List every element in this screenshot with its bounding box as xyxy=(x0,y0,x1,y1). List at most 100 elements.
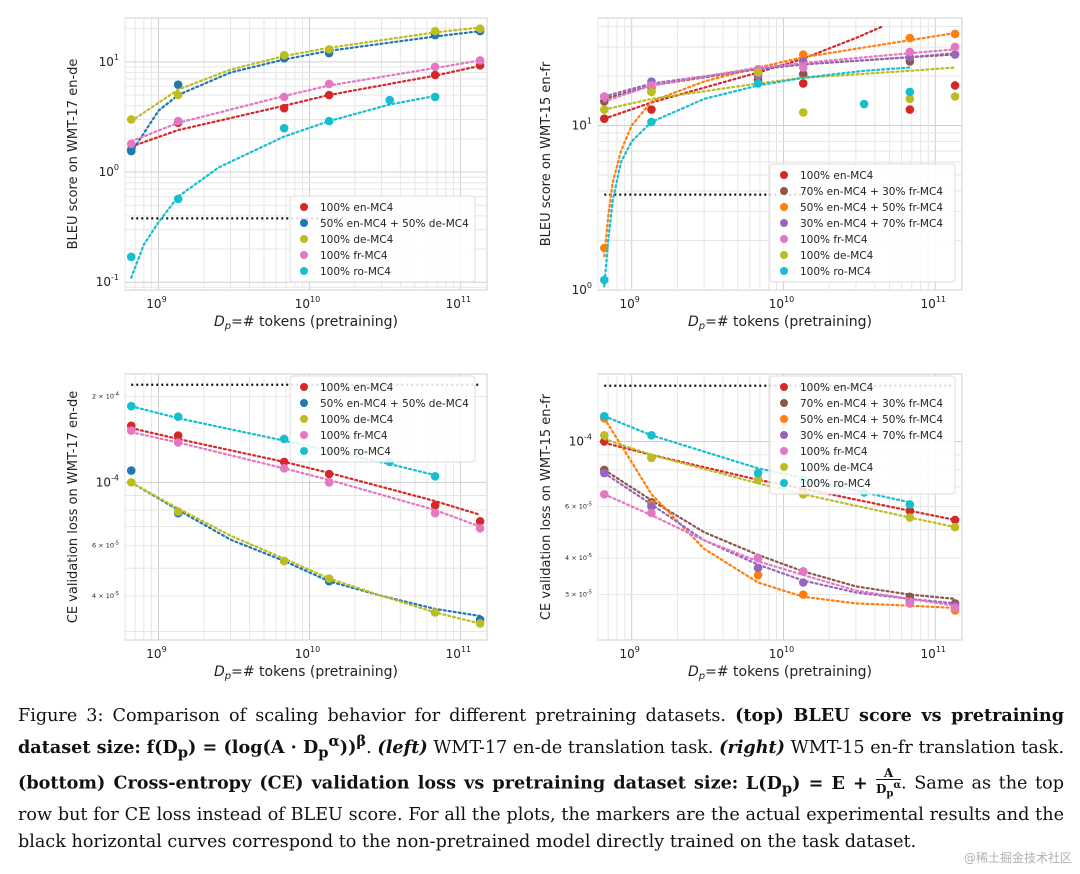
data-point xyxy=(475,524,485,533)
y-axis-label: BLEU score on WMT-15 en-fr xyxy=(539,61,554,246)
chart-top-right: 109 1010 1011 100 101 Dp=# tokens (pretrainin… xyxy=(539,17,963,332)
legend: 100% en-MC4 50% en-MC4 + 50% de-MC4 100% d… xyxy=(289,375,476,463)
data-point xyxy=(753,563,763,573)
legend-label: 30% en-MC4 + 70% fr-MC4 xyxy=(800,430,943,442)
data-point xyxy=(798,79,808,88)
data-point xyxy=(905,33,915,43)
legend-marker xyxy=(780,383,788,391)
caption-top-formula: f(Dp) = (log(A · Dpα))β xyxy=(146,733,367,762)
legend-label: 100% ro-MC4 xyxy=(320,266,391,278)
fit-curve xyxy=(603,468,957,600)
data-point xyxy=(905,47,915,57)
data-point xyxy=(279,556,289,566)
data-point xyxy=(430,608,440,617)
series-100-de-mc4 xyxy=(126,478,485,628)
data-point xyxy=(753,570,763,580)
data-point xyxy=(647,430,656,440)
y-tick-label: 6 × 10-5 xyxy=(92,541,119,550)
y-axis-label: CE validation loss on WMT-17 en-de xyxy=(66,391,81,624)
series-100-fr-mc4 xyxy=(599,42,960,103)
data-point xyxy=(430,92,440,102)
legend: 100% en-MC4 70% en-MC4 + 30% fr-MC4 50% en… xyxy=(769,163,956,283)
x-tick-label: 109 xyxy=(146,645,166,661)
data-point xyxy=(430,70,440,80)
data-point xyxy=(798,578,808,587)
data-point xyxy=(905,87,915,97)
data-point xyxy=(753,475,763,485)
data-point xyxy=(173,116,183,126)
legend-marker xyxy=(780,235,788,243)
data-point xyxy=(647,508,656,518)
legend-marker xyxy=(780,171,788,179)
data-point xyxy=(324,574,334,583)
data-point xyxy=(950,522,960,532)
series-100-fr-mc4 xyxy=(599,490,960,613)
y-tick-label: 4 × 10-5 xyxy=(565,553,592,562)
data-point xyxy=(950,92,960,101)
data-point xyxy=(126,139,136,149)
legend-marker xyxy=(300,251,308,259)
data-point xyxy=(173,80,183,90)
legend-label: 70% en-MC4 + 30% fr-MC4 xyxy=(800,186,943,198)
fit-curve xyxy=(130,94,437,279)
data-point xyxy=(279,92,289,102)
data-point xyxy=(753,553,763,563)
caption-intro: Comparison of scaling behavior for diffe… xyxy=(112,706,727,726)
caption-figure-label: Figure 3: xyxy=(18,706,104,726)
x-tick-label: 1010 xyxy=(769,295,794,311)
data-point xyxy=(599,490,609,499)
y-tick-label: 101 xyxy=(572,116,592,132)
data-point xyxy=(647,105,656,114)
data-point xyxy=(475,56,485,65)
series-100-fr-mc4 xyxy=(126,426,485,533)
fit-curve xyxy=(603,31,957,258)
data-point xyxy=(753,468,763,478)
data-point xyxy=(430,508,440,518)
data-point xyxy=(599,430,609,440)
data-point xyxy=(950,50,960,59)
legend-marker xyxy=(780,219,788,227)
fit-curve xyxy=(130,431,482,528)
legend-marker xyxy=(780,267,788,275)
x-tick-label: 1010 xyxy=(295,295,320,311)
data-point xyxy=(279,464,289,473)
data-point xyxy=(279,50,289,60)
legend: 100% en-MC4 50% en-MC4 + 50% de-MC4 100% d… xyxy=(289,195,476,283)
y-axis-label: BLEU score on WMT-17 en-de xyxy=(66,59,81,250)
data-point xyxy=(905,94,915,104)
legend-label: 50% en-MC4 + 50% de-MC4 xyxy=(320,398,469,410)
caption-bottom-formula: L(Dp) = E + A Dpα xyxy=(745,765,902,800)
legend-label: 100% de-MC4 xyxy=(800,462,874,474)
data-point xyxy=(126,252,136,262)
data-point xyxy=(173,507,183,516)
legend-marker xyxy=(300,219,308,227)
legend-marker xyxy=(780,463,788,471)
chart-bottom-left: 109 1010 1011 2 × 10-4 10-4 6 × 10-5 4 × 10-5 D… xyxy=(66,373,488,682)
data-point xyxy=(798,63,808,72)
data-point xyxy=(950,603,960,613)
legend-marker xyxy=(780,251,788,259)
fit-curve xyxy=(130,30,482,154)
fit-curve xyxy=(130,481,482,618)
y-axis-label: CE validation loss on WMT-15 en-fr xyxy=(539,393,554,620)
data-point xyxy=(475,24,485,33)
data-point xyxy=(475,517,485,526)
data-point xyxy=(126,115,136,124)
legend-label: 100% de-MC4 xyxy=(800,250,874,262)
legend-label: 100% fr-MC4 xyxy=(320,430,388,442)
data-point xyxy=(599,105,609,114)
data-point xyxy=(798,567,808,576)
data-point xyxy=(647,81,656,90)
y-tick-label: 4 × 10-5 xyxy=(92,591,119,600)
data-point xyxy=(798,69,808,79)
data-point xyxy=(950,81,960,90)
data-point xyxy=(173,438,183,447)
data-point xyxy=(905,105,915,114)
data-point xyxy=(798,590,808,599)
data-point xyxy=(475,619,485,628)
legend-marker xyxy=(300,431,308,439)
y-tick-label: 3 × 10-5 xyxy=(565,590,592,599)
data-point xyxy=(173,412,183,421)
data-point xyxy=(126,146,136,156)
fit-curve xyxy=(603,493,957,607)
